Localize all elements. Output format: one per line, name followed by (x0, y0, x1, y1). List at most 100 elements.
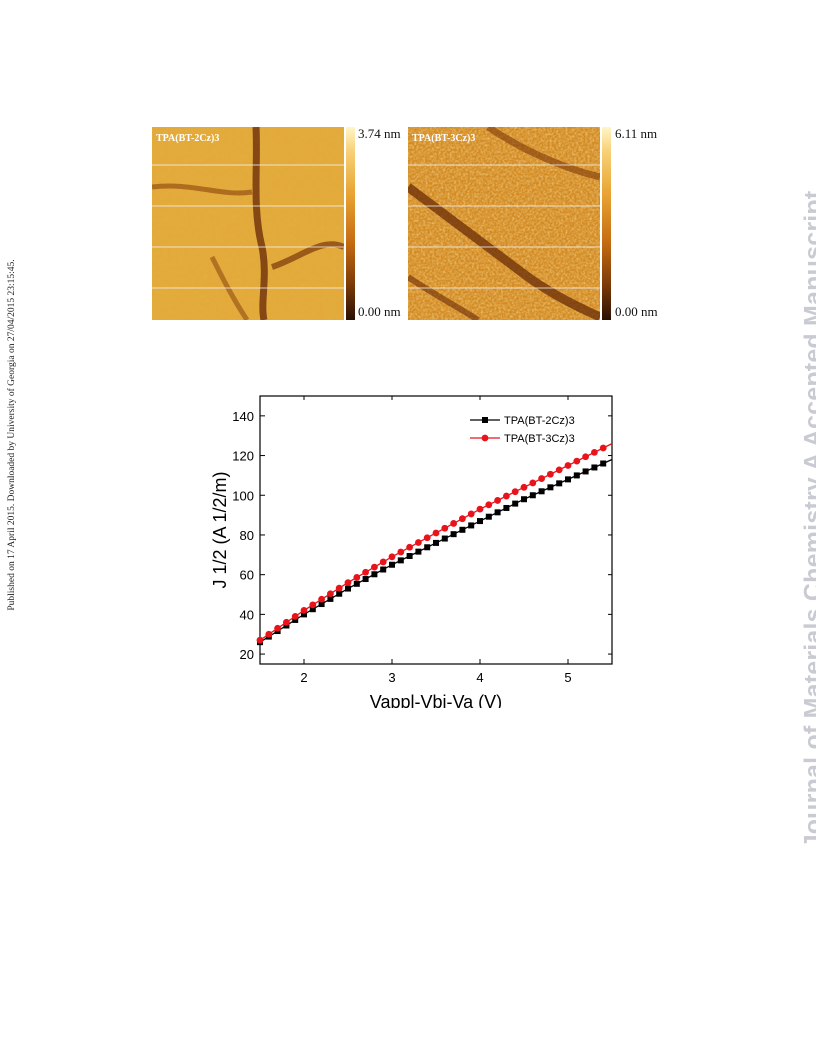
data-point-square (565, 476, 571, 483)
legend-label-1: TPA(BT-3Cz)3 (504, 433, 575, 445)
data-point-circle (397, 548, 405, 556)
journal-watermark: Journal of Materials Chemistry A Accepte… (756, 0, 816, 1056)
data-point-square (327, 595, 334, 602)
y-axis-label: J 1/2 (A 1/2/m) (210, 471, 230, 588)
y-tick-label: 100 (232, 488, 254, 503)
data-point-circle (256, 636, 264, 644)
data-point-circle (547, 470, 554, 478)
data-point-circle (467, 510, 475, 518)
data-point-circle (344, 579, 352, 587)
y-tick-label: 60 (240, 568, 254, 583)
data-point-square (573, 472, 580, 479)
afm-label-2cz: TPA(BT-2Cz)3 (156, 133, 220, 144)
data-point-circle (353, 574, 361, 581)
data-point-square (336, 590, 343, 597)
data-point-circle (529, 479, 537, 487)
data-point-circle (503, 492, 510, 500)
scale-max-2cz: 3.74 nm (358, 126, 401, 141)
scale-min-3cz: 0.00 nm (615, 304, 658, 319)
data-point-square (582, 468, 589, 475)
data-point-square (389, 561, 395, 568)
data-point-square (362, 576, 369, 583)
data-point-circle (564, 462, 572, 469)
data-point-square (318, 601, 325, 608)
data-point-square (468, 522, 475, 529)
jv-chart: 2 3 4 5 20 40 60 80 100 120 140 TPA(BT-2Cz)3 TPA(BT-… (200, 388, 620, 712)
data-point-circle (362, 568, 369, 576)
y-tick-label: 120 (232, 449, 254, 464)
data-point-square (591, 464, 598, 471)
afm-image-3cz: TPA(BT-3Cz)3 (405, 124, 602, 323)
journal-watermark-text: Journal of Materials Chemistry A Accepte… (799, 190, 816, 849)
series-line-0 (259, 458, 613, 643)
data-point-circle (335, 584, 343, 592)
data-point-circle (388, 553, 396, 561)
data-point-circle (441, 524, 449, 532)
data-point-square (415, 548, 422, 555)
data-point-circle (538, 475, 545, 482)
afm-image-2cz: TPA(BT-2Cz)3 (151, 126, 346, 322)
data-point-circle (379, 558, 387, 566)
data-point-circle (415, 539, 422, 546)
color-scale-bar-3cz (602, 127, 611, 320)
data-point-circle (309, 601, 317, 609)
afm-texture-2cz (151, 126, 346, 322)
data-point-square (529, 492, 536, 499)
data-point-square (292, 616, 299, 623)
data-point-square (433, 539, 439, 546)
data-point-circle (555, 466, 563, 474)
color-scale-bar-2cz (346, 127, 355, 320)
data-point-square (309, 606, 316, 613)
data-point-circle (283, 618, 290, 626)
data-point-circle (423, 534, 431, 542)
data-point-circle (582, 453, 589, 461)
y-tick-label: 20 (240, 647, 254, 662)
jv-chart-svg: 2 3 4 5 20 40 60 80 100 120 140 TPA(BT-2Cz)3 TPA(BT-… (210, 395, 613, 712)
data-point-circle (459, 515, 466, 523)
data-point-circle (485, 501, 493, 509)
data-point-circle (371, 563, 378, 571)
publication-note: Published on 17 April 2015. Downloaded b… (0, 0, 30, 1056)
x-axis-label: Vappl-Vbi-Va (V) (370, 692, 502, 708)
data-point-square (556, 480, 563, 487)
data-point-square (397, 557, 404, 564)
data-point-square (406, 553, 413, 560)
data-point-circle (494, 497, 501, 504)
data-point-square (371, 571, 378, 578)
data-point-square (521, 496, 527, 503)
data-point-circle (318, 595, 325, 603)
publication-note-text: Published on 17 April 2015. Downloaded b… (7, 259, 17, 611)
x-tick-label: 4 (476, 670, 483, 685)
data-point-circle (291, 612, 299, 620)
legend-marker-1 (481, 434, 489, 442)
scale-min-2cz: 0.00 nm (358, 304, 401, 319)
data-point-square (345, 585, 351, 592)
data-point-circle (511, 488, 519, 496)
data-point-square (503, 504, 510, 511)
data-point-circle (327, 590, 334, 598)
afm-label-3cz: TPA(BT-3Cz)3 (412, 133, 476, 144)
data-point-circle (476, 505, 484, 513)
data-point-square (547, 484, 554, 491)
y-tick-label: 80 (240, 528, 254, 543)
x-tick-label: 5 (564, 670, 571, 685)
data-point-square (424, 544, 431, 551)
data-point-circle (573, 457, 581, 465)
data-point-square (353, 580, 360, 587)
data-point-circle (520, 483, 528, 491)
data-point-square (459, 526, 466, 533)
data-point-circle (599, 444, 607, 452)
data-point-square (301, 611, 307, 618)
y-tick-label: 40 (240, 607, 254, 622)
x-tick-label: 3 (388, 670, 395, 685)
data-point-square (485, 513, 492, 520)
data-point-circle (406, 543, 413, 551)
data-point-circle (300, 607, 308, 614)
data-point-square (477, 518, 483, 525)
data-point-square (380, 566, 387, 573)
data-point-circle (432, 529, 440, 537)
data-point-square (538, 488, 545, 495)
data-point-square (441, 535, 448, 542)
scale-max-3cz: 6.11 nm (615, 126, 658, 141)
legend-marker-0 (482, 417, 488, 423)
